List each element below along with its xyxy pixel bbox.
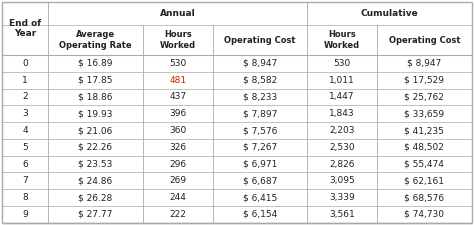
Text: $ 17.85: $ 17.85 [78,76,113,85]
Text: Operating Cost: Operating Cost [224,36,296,45]
Text: Average
Operating Rate: Average Operating Rate [59,30,132,50]
Text: $ 7,576: $ 7,576 [243,126,277,135]
Text: End of
Year: End of Year [9,19,41,38]
Text: $ 27.77: $ 27.77 [78,210,113,219]
Text: 2: 2 [22,92,28,101]
Text: Hours
Worked: Hours Worked [324,30,360,50]
Text: $ 18.86: $ 18.86 [78,92,113,101]
Text: 2,530: 2,530 [329,143,355,152]
Text: $ 19.93: $ 19.93 [78,109,113,118]
Text: $ 33,659: $ 33,659 [404,109,445,118]
Text: 8: 8 [22,193,28,202]
Text: Annual: Annual [160,9,196,18]
Text: 1,447: 1,447 [329,92,355,101]
Text: $ 48,502: $ 48,502 [404,143,444,152]
Text: $ 23.53: $ 23.53 [78,160,113,169]
Text: Hours
Worked: Hours Worked [160,30,196,50]
Text: 326: 326 [169,143,186,152]
Text: 1: 1 [22,76,28,85]
Text: Cumulative: Cumulative [361,9,418,18]
Text: 269: 269 [169,176,186,185]
Text: $ 41,235: $ 41,235 [404,126,444,135]
Text: 5: 5 [22,143,28,152]
Text: $ 6,687: $ 6,687 [243,176,277,185]
Text: $ 21.06: $ 21.06 [78,126,113,135]
Text: 437: 437 [169,92,186,101]
Text: $ 26.28: $ 26.28 [78,193,112,202]
Text: $ 8,582: $ 8,582 [243,76,277,85]
Text: 3,561: 3,561 [329,210,355,219]
Text: 296: 296 [169,160,186,169]
Text: $ 8,233: $ 8,233 [243,92,277,101]
Text: $ 55,474: $ 55,474 [404,160,444,169]
Text: Operating Cost: Operating Cost [389,36,460,45]
Text: $ 16.89: $ 16.89 [78,59,113,68]
Text: 1,011: 1,011 [329,76,355,85]
Text: 9: 9 [22,210,28,219]
Text: 396: 396 [169,109,186,118]
Text: $ 7,267: $ 7,267 [243,143,277,152]
Text: 3,339: 3,339 [329,193,355,202]
Text: $ 6,971: $ 6,971 [243,160,277,169]
Text: 4: 4 [22,126,28,135]
Text: 530: 530 [169,59,186,68]
Text: 360: 360 [169,126,186,135]
Text: $ 7,897: $ 7,897 [243,109,277,118]
Text: 244: 244 [169,193,186,202]
Text: 1,843: 1,843 [329,109,355,118]
Text: $ 8,947: $ 8,947 [407,59,442,68]
Text: 3,095: 3,095 [329,176,355,185]
Text: $ 68,576: $ 68,576 [404,193,445,202]
Text: $ 25,762: $ 25,762 [404,92,444,101]
Text: $ 24.86: $ 24.86 [78,176,112,185]
Text: $ 17,529: $ 17,529 [404,76,445,85]
Text: $ 62,161: $ 62,161 [404,176,445,185]
Text: $ 74,730: $ 74,730 [404,210,445,219]
Text: 222: 222 [169,210,186,219]
Text: 7: 7 [22,176,28,185]
Text: 2,203: 2,203 [329,126,355,135]
Text: $ 6,154: $ 6,154 [243,210,277,219]
Text: 6: 6 [22,160,28,169]
Text: $ 8,947: $ 8,947 [243,59,277,68]
Text: $ 22.26: $ 22.26 [78,143,112,152]
Text: 3: 3 [22,109,28,118]
Text: $ 6,415: $ 6,415 [243,193,277,202]
Text: 0: 0 [22,59,28,68]
Text: 2,826: 2,826 [329,160,355,169]
Text: 481: 481 [169,76,186,85]
Text: 530: 530 [334,59,351,68]
